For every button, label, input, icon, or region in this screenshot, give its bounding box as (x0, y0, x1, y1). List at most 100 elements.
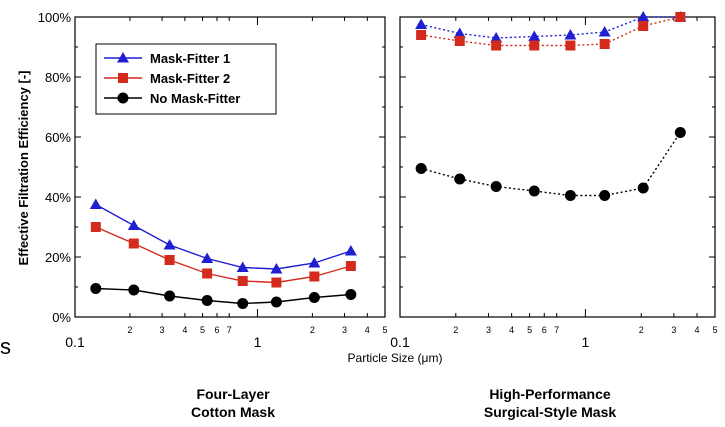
series-point-0-0-1 (127, 219, 140, 230)
series-point-0-1-1 (128, 238, 139, 249)
y-tick-label-4: 80% (45, 70, 71, 85)
series-point-0-2-5 (270, 296, 282, 308)
x-major-tick-label-1-0: 0.1 (390, 334, 410, 350)
y-tick-label-1: 20% (45, 250, 71, 265)
x-minor-tick-label-0-5: 7 (227, 325, 232, 335)
legend-marker-1 (118, 73, 128, 83)
series-point-0-1-2 (164, 255, 175, 265)
series-point-0-1-4 (237, 276, 248, 286)
series-point-1-0-5 (598, 26, 611, 37)
panel-surgical-mask: 0.1 12 3 4 5 6 7 2 3 4 5 (390, 11, 718, 350)
series-point-1-0-2 (490, 32, 503, 43)
series-point-0-1-3 (202, 268, 213, 279)
series-point-1-0-4 (564, 29, 577, 40)
series-point-1-2-0 (415, 163, 427, 174)
x-minor-tick-label-0-7: 3 (342, 325, 347, 335)
series-point-0-2-2 (164, 290, 176, 302)
series-point-0-0-2 (163, 239, 176, 250)
x-minor-tick-label-0-6: 2 (310, 325, 315, 335)
x-minor-tick-label-1-3: 5 (527, 325, 532, 335)
series-point-0-0-5 (270, 263, 283, 274)
series-point-0-2-3 (201, 295, 213, 306)
caption-cotton-line1: Four-Layer (196, 386, 270, 402)
x-minor-tick-label-0-1: 3 (160, 325, 165, 335)
legend: Mask-Fitter 1 Mask-Fitter 2 No Mask-Fitter (95, 43, 277, 115)
caption-cotton-line2: Cotton Mask (191, 404, 275, 420)
x-axis-label: Particle Size (μm) (348, 351, 443, 365)
x-minor-tick-label-1-2: 4 (509, 325, 514, 335)
x-minor-tick-label-1-5: 7 (554, 325, 559, 335)
x-minor-tick-label-0-9: 5 (382, 325, 387, 335)
series-point-1-2-4 (564, 190, 576, 201)
series-point-0-1-0 (90, 222, 101, 232)
y-axis-label: Effective Filtration Efficiency [-] (16, 70, 31, 265)
caption-surgical-mask: High-Performance Surgical-Style Mask (430, 385, 670, 421)
series-line-1-0 (420, 16, 681, 39)
series-point-1-1-3 (529, 40, 540, 51)
series-point-0-2-7 (345, 289, 357, 300)
series-point-1-0-6 (637, 11, 650, 22)
series-point-1-1-4 (565, 40, 576, 51)
series-point-0-2-0 (90, 283, 102, 294)
x-minor-tick-label-1-7: 3 (671, 325, 676, 335)
series-point-0-0-3 (201, 252, 214, 263)
series-point-0-1-5 (271, 277, 282, 288)
x-major-tick-label-0-1: 1 (254, 334, 262, 350)
series-point-0-2-6 (308, 292, 320, 303)
x-minor-tick-label-1-0: 2 (453, 325, 458, 335)
x-minor-tick-label-1-4: 6 (542, 325, 547, 335)
series-point-1-2-7 (674, 127, 686, 138)
series-point-1-1-2 (491, 40, 502, 51)
x-minor-tick-label-1-1: 3 (486, 325, 491, 335)
series-point-1-0-3 (528, 30, 541, 41)
legend-label-1: Mask-Fitter 2 (150, 71, 230, 86)
series-line-0-1 (95, 226, 352, 284)
stray-text-fragment: s (0, 334, 11, 359)
series-point-1-2-5 (599, 190, 611, 201)
series-point-1-1-1 (454, 36, 465, 46)
y-tick-label-5: 100% (38, 10, 72, 25)
series-point-1-2-3 (528, 185, 540, 197)
x-minor-tick-label-1-6: 2 (639, 325, 644, 335)
caption-cotton-mask: Four-Layer Cotton Mask (113, 385, 353, 421)
series-point-1-1-0 (416, 30, 427, 40)
y-tick-label-0: 0% (52, 310, 71, 325)
series-line-0-0 (95, 203, 352, 270)
panel-cotton-mask: 0%20%40%60%80%100%0.1 12 3 4 5 6 7 2 3 4 5Mask-Fit… (38, 10, 388, 350)
series-line-0-2 (95, 287, 351, 305)
series-point-1-1-6 (638, 21, 649, 31)
series-point-1-0-0 (415, 18, 428, 29)
series-point-0-0-6 (308, 257, 321, 268)
series-point-0-1-6 (309, 271, 320, 282)
x-major-tick-label-0-0: 0.1 (65, 334, 85, 350)
x-major-tick-label-1-1: 1 (582, 334, 590, 350)
series-point-1-2-6 (637, 182, 649, 194)
series-point-0-2-4 (237, 298, 249, 309)
x-minor-tick-label-0-3: 5 (200, 325, 205, 335)
legend-label-2: No Mask-Fitter (150, 91, 240, 106)
series-point-1-2-2 (490, 181, 502, 192)
legend-marker-2 (117, 92, 129, 104)
x-minor-tick-label-0-2: 4 (182, 325, 187, 335)
y-tick-label-2: 40% (45, 190, 71, 205)
series-point-1-2-1 (454, 173, 466, 185)
x-minor-tick-label-0-0: 2 (127, 325, 132, 335)
x-minor-tick-label-1-8: 4 (695, 325, 700, 335)
series-line-1-2 (420, 132, 681, 197)
caption-surgical-line1: High-Performance (489, 386, 611, 402)
y-tick-label-3: 60% (45, 130, 71, 145)
series-point-0-0-7 (344, 245, 357, 256)
legend-marker-0 (117, 52, 129, 63)
series-point-1-1-7 (675, 12, 686, 22)
series-point-0-0-4 (236, 261, 249, 272)
series-point-0-0-0 (89, 198, 102, 209)
series-point-0-2-1 (128, 284, 140, 296)
series-point-1-1-5 (599, 39, 610, 49)
series-point-1-0-1 (453, 27, 466, 38)
plot-frame-1 (399, 16, 716, 318)
series-point-0-1-7 (345, 261, 356, 271)
series-line-1-1 (421, 16, 681, 47)
x-minor-tick-label-0-4: 6 (214, 325, 219, 335)
caption-surgical-line2: Surgical-Style Mask (483, 404, 617, 420)
